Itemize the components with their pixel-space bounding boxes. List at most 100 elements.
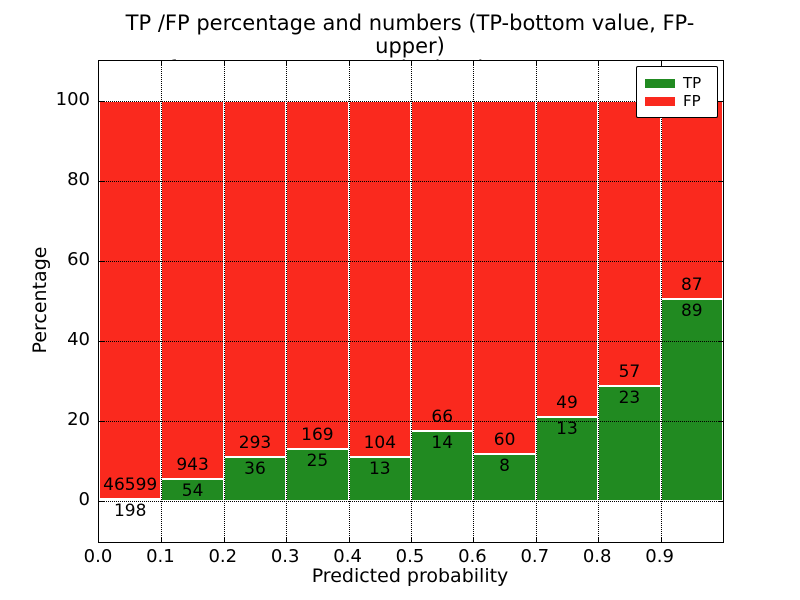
horizontal-gridline bbox=[99, 341, 723, 342]
fp-bar-segment bbox=[473, 101, 536, 454]
y-tick-label: 0 bbox=[78, 489, 90, 510]
x-tick-mark-bottom bbox=[598, 537, 600, 542]
x-tick-label: 0.3 bbox=[270, 546, 300, 567]
y-tick-mark-left bbox=[99, 261, 104, 262]
fp-bar-segment bbox=[286, 101, 349, 450]
fp-count-label: 104 bbox=[363, 432, 397, 453]
tp-count-label: 13 bbox=[368, 458, 391, 479]
tp-count-label: 13 bbox=[556, 419, 578, 440]
vertical-gridline bbox=[223, 61, 225, 542]
tp-count-label: 36 bbox=[244, 459, 266, 480]
legend-entry: FP bbox=[645, 93, 717, 109]
y-tick-label: 40 bbox=[67, 329, 90, 350]
x-tick-mark-bottom bbox=[411, 537, 412, 542]
fp-count-label: 60 bbox=[493, 429, 516, 450]
vertical-gridline bbox=[161, 61, 163, 542]
x-tick-mark-bottom bbox=[348, 537, 350, 542]
tp-count-label: 89 bbox=[680, 300, 703, 321]
y-tick-mark-left bbox=[99, 421, 104, 422]
fp-count-label: 87 bbox=[680, 274, 703, 295]
tp-bar-segment bbox=[660, 298, 723, 501]
fp-bar-segment bbox=[348, 101, 411, 457]
x-tick-label: 0.6 bbox=[458, 546, 487, 567]
tp-bar-segment bbox=[411, 431, 474, 501]
fp-count-label: 66 bbox=[431, 407, 454, 427]
fp-count-label: 169 bbox=[301, 425, 334, 446]
x-tick-mark-top bbox=[161, 61, 163, 66]
x-tick-mark-bottom bbox=[286, 537, 288, 542]
fp-bar-segment bbox=[99, 101, 162, 500]
fp-count-label: 57 bbox=[618, 362, 641, 382]
fp-bar-segment bbox=[411, 101, 474, 431]
plot-area: 46599 198 943 54 293 36 169 25 104 13 66 14 60 8 49 13 5… bbox=[98, 60, 724, 543]
gridlines-layer bbox=[99, 61, 723, 542]
y-tick-mark-right bbox=[718, 421, 723, 422]
x-tick-mark-bottom bbox=[535, 537, 537, 542]
tp-bar-segment bbox=[348, 456, 411, 501]
vertical-gridline bbox=[411, 61, 412, 542]
x-tick-label: 0.5 bbox=[395, 546, 425, 567]
x-tick-mark-top bbox=[598, 61, 600, 66]
x-tick-label: 0.7 bbox=[520, 546, 550, 567]
x-tick-label: 0.4 bbox=[333, 546, 362, 567]
x-axis-label: Predicted probability bbox=[311, 565, 509, 587]
tp-bar-segment bbox=[535, 417, 599, 501]
y-tick-label: 100 bbox=[55, 89, 90, 110]
horizontal-gridline bbox=[99, 101, 723, 102]
chart-title-line1: TP /FP percentage and numbers (TP-bottom… bbox=[125, 11, 695, 58]
vertical-gridline bbox=[286, 61, 288, 542]
tp-count-label: 54 bbox=[181, 481, 204, 502]
y-tick-mark-left bbox=[99, 341, 104, 342]
y-tick-mark-right bbox=[718, 501, 723, 502]
tp-bar-segment bbox=[223, 457, 287, 501]
vertical-gridline bbox=[535, 61, 537, 542]
vertical-gridline bbox=[660, 61, 662, 542]
tp-count-label: 23 bbox=[618, 388, 641, 408]
x-tick-mark-bottom bbox=[161, 537, 163, 542]
y-tick-mark-right bbox=[718, 341, 723, 342]
x-tick-mark-top bbox=[411, 61, 412, 66]
bars-layer bbox=[99, 61, 723, 542]
tp-count-label: 8 bbox=[499, 455, 510, 476]
x-tick-label: 0.2 bbox=[208, 546, 238, 567]
fp-bar-segment bbox=[223, 101, 287, 458]
x-tick-mark-bottom bbox=[473, 537, 475, 542]
y-tick-mark-left bbox=[99, 101, 104, 102]
x-tick-mark-bottom bbox=[660, 537, 662, 542]
y-tick-mark-right bbox=[718, 101, 723, 102]
axis-ticks-layer bbox=[99, 61, 723, 542]
vertical-gridline bbox=[473, 61, 475, 542]
y-tick-mark-right bbox=[718, 181, 723, 182]
tp-bar-segment bbox=[473, 453, 536, 501]
x-tick-mark-top bbox=[286, 61, 288, 66]
tp-count-label: 198 bbox=[113, 501, 147, 522]
y-tick-mark-left bbox=[99, 501, 104, 502]
y-tick-mark-right bbox=[718, 261, 723, 262]
x-tick-mark-top bbox=[535, 61, 537, 66]
x-tick-label: 0.0 bbox=[83, 546, 113, 567]
y-tick-mark-left bbox=[99, 181, 104, 182]
y-tick-label: 60 bbox=[67, 249, 90, 270]
x-tick-mark-top bbox=[473, 61, 475, 66]
x-tick-label: 0.8 bbox=[582, 546, 612, 567]
y-tick-label: 20 bbox=[67, 409, 90, 430]
x-tick-mark-top bbox=[348, 61, 350, 66]
fp-legend-swatch bbox=[645, 96, 675, 106]
fp-bar-segment bbox=[598, 101, 661, 386]
legend-entry: TP bbox=[645, 75, 717, 91]
x-tick-mark-top bbox=[223, 61, 225, 66]
x-tick-mark-top bbox=[660, 61, 662, 66]
x-tick-label: 0.9 bbox=[645, 546, 674, 567]
horizontal-gridline bbox=[99, 421, 723, 422]
tp-count-label: 25 bbox=[306, 451, 329, 472]
fp-count-label: 49 bbox=[556, 393, 578, 414]
tp-count-label: 14 bbox=[431, 433, 454, 453]
tp-bar-segment bbox=[99, 499, 162, 502]
fp-count-label: 943 bbox=[176, 455, 209, 476]
x-tick-mark-bottom bbox=[223, 537, 225, 542]
legend-entry-label: FP bbox=[683, 92, 701, 110]
x-tick-label: 0.1 bbox=[146, 546, 175, 567]
horizontal-gridline bbox=[99, 501, 723, 502]
y-tick-label: 80 bbox=[67, 169, 90, 190]
